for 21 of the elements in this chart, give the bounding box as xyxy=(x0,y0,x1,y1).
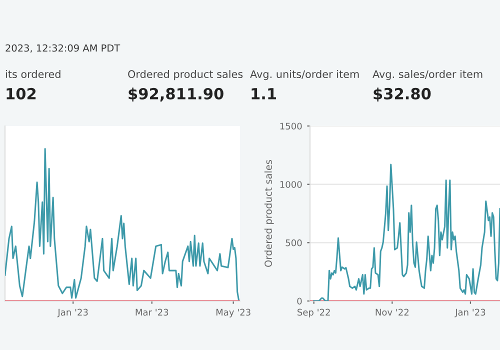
x-tick-label: Nov '22 xyxy=(376,308,408,316)
line-series xyxy=(313,164,500,301)
x-tick-label: Sep '22 xyxy=(298,308,330,318)
y-tick-label: 0 xyxy=(297,298,302,305)
text: $32.80 xyxy=(374,88,431,102)
x-tick-label: Mar '23 xyxy=(136,308,168,316)
text: Avg. sales/order item xyxy=(372,70,482,80)
x-tick-label: May '23 xyxy=(216,308,250,318)
text: 1.1 xyxy=(252,88,276,100)
text: $92,811.90 xyxy=(128,88,224,102)
x-tick-label: Jan '23 xyxy=(57,308,88,318)
y-tick-label: 1000 xyxy=(280,181,302,188)
text: Avg. units/order item xyxy=(250,70,359,80)
text: 2023, 12:32:09 AM PDT xyxy=(6,44,120,53)
text: Ordered product sales xyxy=(128,70,243,80)
text: its ordered xyxy=(6,70,60,78)
text: 102 xyxy=(6,88,36,100)
x-tick-label: Jan '23 xyxy=(454,308,486,318)
y-tick-label: 1500 xyxy=(280,122,302,130)
y-tick-label: 500 xyxy=(286,239,302,246)
y-axis-title: Ordered product sales xyxy=(264,160,274,267)
